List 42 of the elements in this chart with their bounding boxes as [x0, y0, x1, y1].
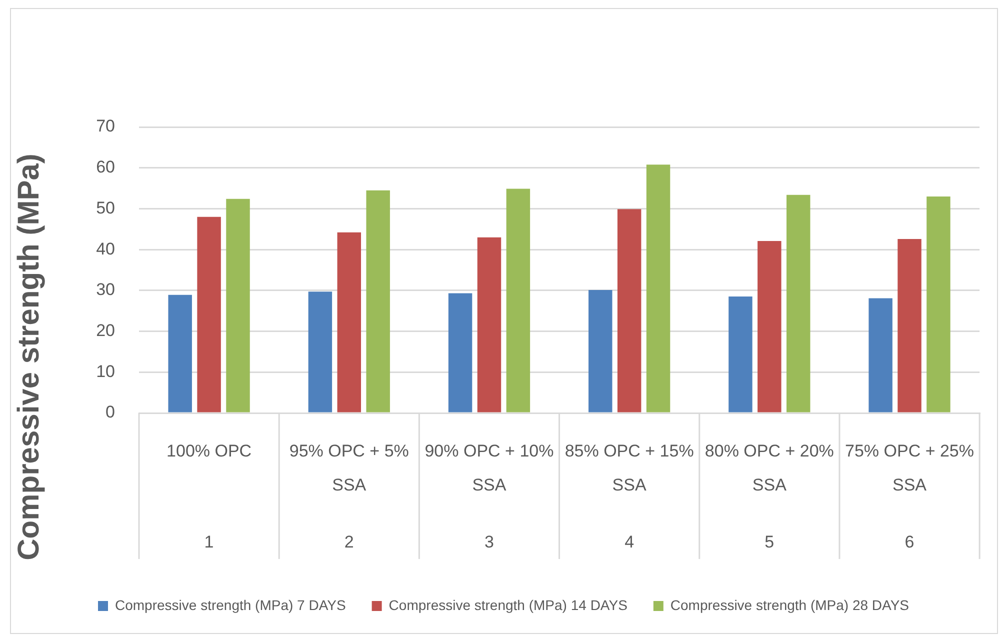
text: 4: [624, 532, 634, 552]
bar: [308, 292, 332, 412]
y-tick-label: 50: [96, 198, 115, 218]
bar: [898, 238, 922, 412]
y-tick-label: 0: [106, 402, 115, 422]
bar: [786, 194, 810, 412]
x-tick-label: 75% OPC + 25% SSA: [845, 442, 974, 495]
bar: [448, 293, 472, 412]
y-tick-label: 70: [96, 116, 115, 136]
legend-label: Compressive strength (MPa) 28 DAYS: [670, 596, 910, 613]
legend-label: Compressive strength (MPa) 14 DAYS: [388, 596, 628, 613]
text: 3: [484, 532, 494, 552]
bar: [337, 232, 362, 412]
y-tick-label: 30: [96, 280, 115, 300]
bar: [926, 196, 950, 412]
y-tick-label: 40: [96, 239, 115, 258]
x-tick-label: 80% OPC + 20% SSA: [704, 442, 834, 495]
x-tick-label: 85% OPC + 15% SSA: [564, 442, 694, 495]
bar: [617, 209, 642, 412]
bar: [506, 188, 530, 412]
bar: [366, 190, 390, 412]
x-tick-label: 90% OPC + 10% SSA: [424, 442, 554, 495]
bar: [588, 290, 612, 412]
bar: [868, 298, 892, 412]
bar: [197, 216, 221, 412]
y-tick-label: 10: [96, 362, 115, 381]
legend-label: Compressive strength (MPa) 7 DAYS: [114, 596, 346, 613]
text: 6: [904, 532, 914, 552]
y-tick-label: 20: [96, 320, 115, 340]
bar: [758, 240, 782, 412]
bar: [646, 164, 670, 412]
x-tick-label: 95% OPC + 5% SSA: [289, 442, 409, 495]
text: 5: [764, 532, 774, 552]
bar: [477, 237, 502, 412]
y-axis-title: Compressive strength (MPa): [12, 154, 46, 560]
bar: [168, 294, 192, 412]
y-tick-label: 60: [96, 158, 115, 177]
x-tick-label: 100% OPC: [166, 442, 252, 461]
text: 1: [204, 532, 214, 552]
bar: [728, 296, 752, 412]
text: 2: [344, 532, 354, 552]
bar: [226, 198, 250, 412]
